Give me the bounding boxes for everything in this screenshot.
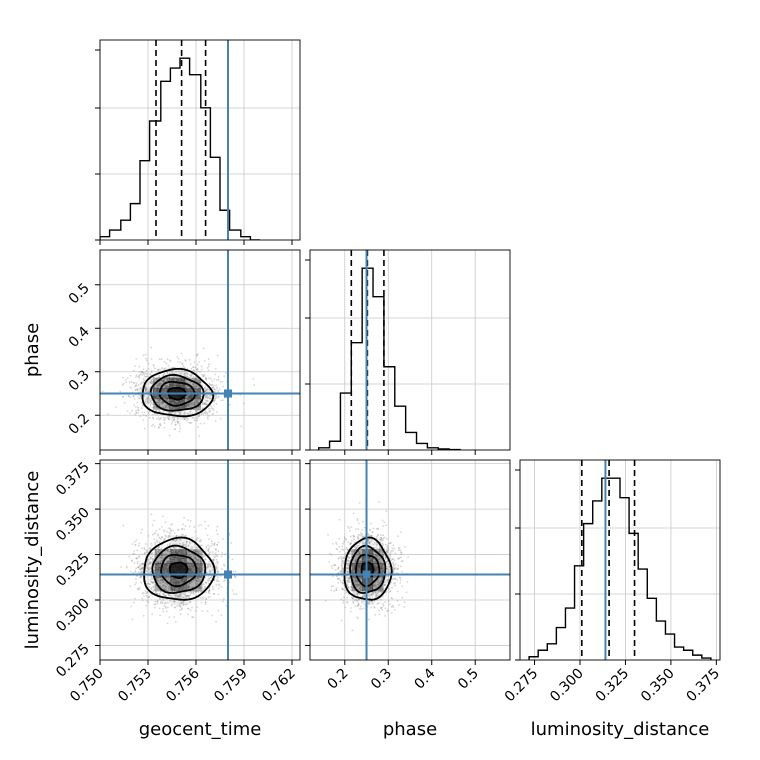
panel-frame [99, 39, 301, 241]
plot-area [520, 460, 720, 660]
truth-marker [362, 570, 371, 579]
contour-level-3 [151, 544, 207, 594]
contour-level-1 [168, 561, 189, 580]
contour-level-4 [143, 536, 216, 601]
plot-area [100, 250, 300, 450]
density-contours [343, 536, 393, 601]
panel-frame [519, 459, 721, 661]
x-axis-labels: geocent_time phase luminosity_distance [139, 719, 710, 740]
xlabel-geocent-time: geocent_time [139, 719, 262, 740]
contour-level-3 [349, 544, 387, 594]
plot-area [100, 40, 300, 240]
xlabel-luminosity-distance: luminosity_distance [531, 719, 710, 740]
plot-area [310, 460, 510, 660]
truth-marker [224, 570, 232, 579]
panel-frame [99, 249, 301, 451]
ylabel-phase: phase [22, 323, 43, 377]
panel-frame [309, 459, 511, 661]
panel-geocent-time-geocent-time [95, 39, 301, 245]
density-contours [143, 536, 216, 601]
contour-level-2 [160, 554, 198, 588]
contour-level-2 [355, 554, 381, 588]
xlabel-phase: phase [383, 719, 437, 740]
histogram-luminosity-distance [528, 477, 712, 660]
contour-level-4 [343, 536, 393, 601]
panel-frame [99, 459, 301, 661]
panel-frame [309, 249, 511, 451]
plot-area [100, 460, 300, 660]
histogram-geocent-time [100, 57, 260, 240]
histogram-phase [317, 267, 461, 450]
contour-level-4 [141, 368, 215, 418]
truth-marker [224, 389, 232, 398]
panel-phase-phase [305, 249, 511, 455]
plot-area [310, 250, 510, 450]
y-axis-labels: phase luminosity_distance [22, 323, 43, 650]
ylabel-luminosity-distance: luminosity_distance [22, 471, 43, 650]
